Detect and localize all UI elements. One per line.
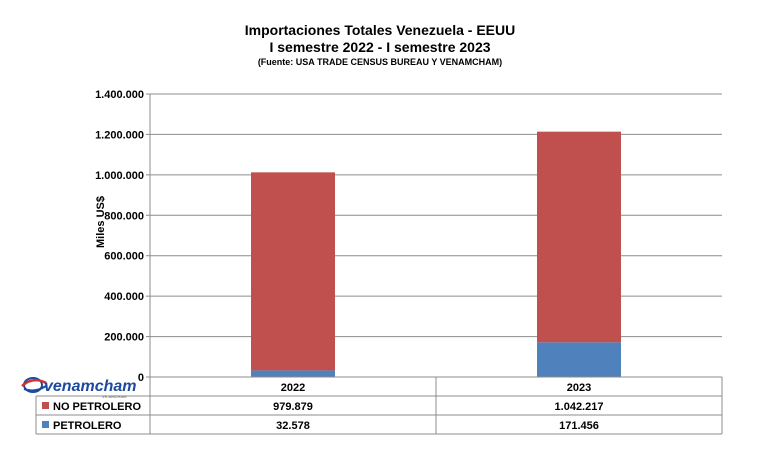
x-tick-label: 2023: [567, 382, 591, 394]
y-tick-label: 800.000: [104, 210, 144, 222]
y-tick-label: 600.000: [104, 251, 144, 263]
chart-title-block: Importaciones Totales Venezuela - EEUU I…: [0, 22, 760, 69]
data-label: 979.879: [273, 401, 313, 413]
data-label: 1.042.217: [555, 401, 604, 413]
data-label: 171.456: [559, 420, 599, 432]
y-tick-label: 1.400.000: [95, 89, 144, 101]
y-tick-label: 1.200.000: [95, 129, 144, 141]
bar-petrolero-2023: [537, 342, 621, 377]
data-label: 32.578: [276, 420, 310, 432]
venamcham-logo: venamcham VE-AMCHAM: [21, 377, 137, 399]
gridlines: [150, 93, 722, 338]
globe-swoosh-icon: [21, 377, 47, 393]
legend-swatch: [42, 402, 49, 409]
legend-swatch: [42, 421, 49, 428]
y-tick-label: 200.000: [104, 332, 144, 344]
bars: [251, 131, 621, 377]
y-tick-label: 1.000.000: [95, 170, 144, 182]
chart-source: (Fuente: USA TRADE CENSUS BUREAU Y VENAM…: [257, 57, 503, 67]
logo-text: venamcham: [44, 378, 137, 395]
logo-subtext: VE-AMCHAM: [102, 394, 126, 399]
y-tick-label: 400.000: [104, 291, 144, 303]
chart-title: Importaciones Totales Venezuela - EEUU: [244, 22, 516, 38]
bar-no-petrolero-2023: [537, 131, 621, 343]
bar-no-petrolero-2022: [251, 172, 335, 371]
legend-label: NO PETROLERO: [53, 401, 141, 413]
data-table: 2022 2023 NO PETROLERO 979.879 1.042.217 PETR…: [35, 377, 723, 435]
y-axis-ticks: 0 200.000 400.000 600.000 800.000 1.000.000 1.…: [95, 89, 150, 384]
y-tick-label: 0: [138, 372, 144, 384]
chart-subtitle: I semestre 2022 - I semestre 2023: [269, 39, 491, 55]
bar-petrolero-2022: [251, 370, 335, 377]
y-axis-label: Miles US$: [95, 196, 107, 248]
x-tick-label: 2022: [281, 382, 305, 394]
legend-label: PETROLERO: [53, 420, 122, 432]
axes: [149, 94, 722, 378]
